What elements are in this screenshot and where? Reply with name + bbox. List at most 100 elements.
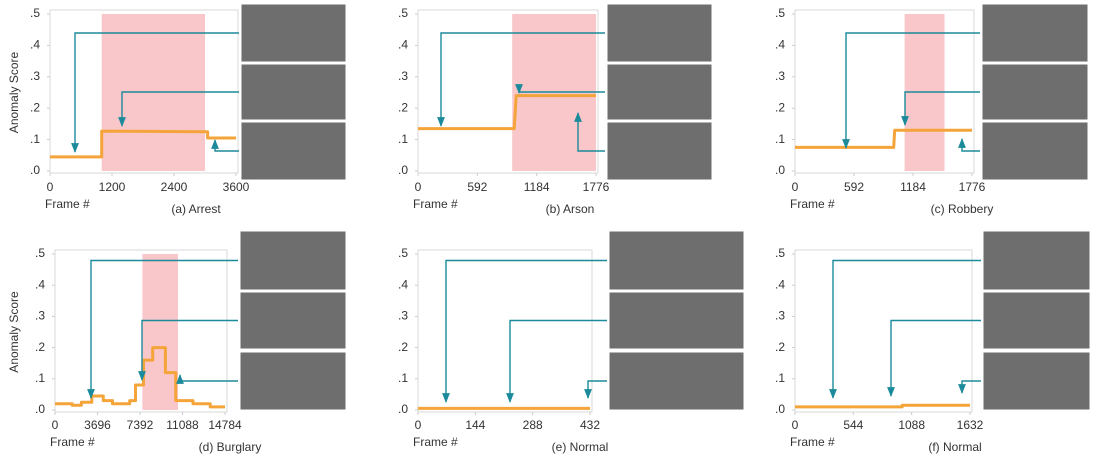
pointer-arrow [958, 380, 981, 394]
x-axis-label: Frame # [413, 435, 458, 449]
x-tick-label: 0 [415, 418, 422, 432]
pointer-arrow [71, 32, 239, 153]
video-frame [606, 63, 713, 121]
y-tick-label: .3 [398, 69, 408, 83]
video-frame [240, 63, 347, 121]
y-tick-label: .1 [35, 371, 45, 385]
x-tick-label: 432 [580, 418, 600, 432]
pointer-arrow [958, 138, 980, 152]
x-tick-label: 1200 [99, 180, 126, 194]
video-frame [981, 63, 1089, 121]
x-tick-label: 1184 [524, 180, 550, 194]
y-tick-label: .4 [775, 38, 785, 52]
panel-title: (c) Robbery [931, 202, 994, 216]
plot-frame [794, 249, 973, 413]
x-tick-label: 544 [843, 418, 863, 432]
pointer-arrow [176, 374, 238, 384]
x-tick-label: 144 [465, 418, 485, 432]
y-tick-label: .5 [398, 6, 408, 20]
panel-title: (e) Normal [552, 440, 609, 454]
x-tick-label: 11088 [166, 418, 199, 432]
x-tick-label: 1776 [583, 180, 610, 194]
x-tick-label: 0 [52, 418, 59, 432]
x-tick-label: 0 [792, 180, 799, 194]
x-tick-label: 1088 [898, 418, 925, 432]
x-axis-label: Frame # [45, 197, 90, 211]
pointer-arrow [584, 380, 607, 399]
y-tick-label: .3 [775, 309, 785, 323]
pointer-arrow [211, 139, 239, 152]
x-tick-label: 2400 [161, 180, 188, 194]
y-tick-label: .5 [775, 6, 785, 20]
y-tick-label: .3 [30, 69, 40, 83]
x-tick-label: 1632 [957, 418, 984, 432]
pointer-arrow [437, 32, 605, 127]
pointer-arrow [138, 319, 238, 381]
score-line [795, 403, 970, 409]
video-frame [608, 291, 745, 350]
score-line [418, 94, 596, 131]
y-tick-label: .2 [35, 340, 45, 354]
y-tick-label: .4 [398, 277, 408, 291]
y-tick-label: .5 [775, 246, 785, 260]
x-tick-label: 592 [467, 180, 487, 194]
panel-title: (b) Arson [546, 202, 595, 216]
video-frame [981, 121, 1089, 181]
score-line [795, 128, 972, 149]
video-frame [239, 351, 347, 411]
x-tick-label: 288 [523, 418, 543, 432]
score-line [55, 346, 225, 409]
x-tick-label: 7392 [127, 418, 154, 432]
pointer-arrow [87, 259, 238, 399]
y-tick-label: .3 [775, 69, 785, 83]
pointer-arrow [118, 91, 239, 127]
y-tick-label: .2 [775, 340, 785, 354]
video-frame [608, 351, 745, 411]
pointer-arrow [574, 112, 605, 152]
video-frame [240, 3, 347, 63]
y-tick-label: .5 [30, 6, 40, 20]
y-tick-label: .4 [775, 277, 785, 291]
x-tick-label: 0 [792, 418, 799, 432]
video-frame [608, 230, 745, 291]
y-tick-label: .2 [398, 340, 408, 354]
video-frame [606, 121, 713, 181]
y-tick-label: .0 [398, 402, 408, 416]
x-tick-label: 14784 [208, 418, 242, 432]
y-tick-label: .3 [35, 309, 45, 323]
video-frame [982, 230, 1091, 291]
panel-title: (d) Burglary [199, 440, 262, 454]
y-tick-label: .0 [35, 402, 45, 416]
x-axis-label: Frame # [413, 197, 458, 211]
pointer-arrow [506, 319, 607, 403]
x-axis-label: Frame # [50, 435, 95, 449]
x-tick-label: 3600 [223, 180, 250, 194]
pointer-arrow [887, 319, 981, 397]
y-tick-label: .4 [398, 38, 408, 52]
y-axis-label: Anomaly Score [7, 291, 21, 373]
y-tick-label: .0 [398, 163, 408, 177]
y-tick-label: .0 [775, 163, 785, 177]
y-tick-label: .4 [35, 277, 45, 291]
y-tick-label: .1 [30, 132, 40, 146]
video-frame [239, 291, 347, 350]
video-frame [982, 291, 1091, 350]
x-tick-label: 0 [47, 180, 54, 194]
x-tick-label: 1184 [900, 180, 926, 194]
y-tick-label: .2 [30, 100, 40, 114]
plot-frame [54, 249, 228, 413]
anomaly-region [142, 254, 179, 410]
pointer-arrow [842, 32, 980, 149]
y-tick-label: .1 [398, 371, 408, 385]
x-tick-label: 0 [415, 180, 422, 194]
x-axis-label: Frame # [790, 197, 835, 211]
y-tick-label: .2 [775, 100, 785, 114]
y-tick-label: .5 [35, 246, 45, 260]
pointer-arrow [515, 84, 605, 94]
y-tick-label: .0 [30, 163, 40, 177]
video-frame [982, 351, 1091, 411]
y-tick-label: .1 [398, 132, 408, 146]
y-tick-label: .0 [775, 402, 785, 416]
video-frame [981, 3, 1089, 63]
